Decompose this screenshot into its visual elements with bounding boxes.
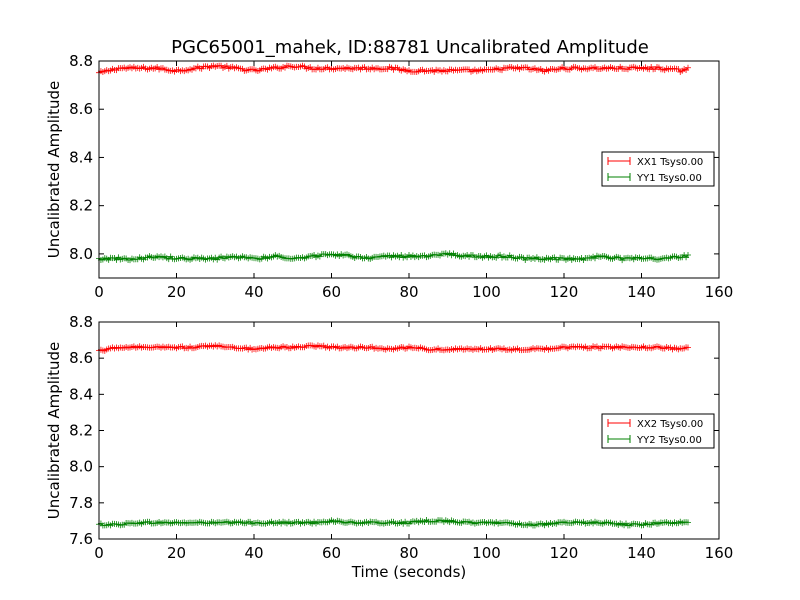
y-axis-label: Uncalibrated Amplitude — [45, 342, 63, 519]
x-tick-label: 60 — [322, 283, 341, 301]
x-tick-label: 120 — [550, 283, 579, 301]
legend-entry: XX1 Tsys0.00 — [607, 157, 703, 168]
x-tick-label: 140 — [627, 544, 656, 562]
legend-entry: YY2 Tsys0.00 — [607, 435, 702, 446]
legend-entry: YY1 Tsys0.00 — [607, 173, 702, 184]
panel-1: 0 20 40 60 80 100 120 140 160 8.0 8.2 8.4 8.6 8.8 Unca… — [45, 52, 733, 301]
legend-marker — [607, 419, 631, 427]
x-tick-label: 80 — [399, 283, 418, 301]
x-tick-label: 140 — [627, 283, 656, 301]
legend: XX1 Tsys0.00 YY1 Tsys0.00 — [601, 151, 715, 187]
legend-entry: XX2 Tsys0.00 — [607, 419, 703, 430]
legend-label: YY2 Tsys0.00 — [636, 435, 702, 446]
y-tick-label: 8.8 — [69, 313, 93, 331]
panel-2: 0 20 40 60 80 100 120 140 160 7.6 7.8 8.0 8.2 8.4 8.6 8… — [45, 313, 733, 581]
y-tick-label: 7.8 — [69, 494, 93, 512]
x-tick-label: 160 — [705, 283, 734, 301]
legend-box — [601, 151, 715, 187]
x-tick-label: 0 — [94, 544, 104, 562]
x-tick-label: 20 — [167, 283, 186, 301]
x-tick-label: 60 — [322, 544, 341, 562]
y-tick-label: 8.4 — [69, 385, 93, 403]
y-tick-label: 8.2 — [69, 197, 93, 215]
x-tick-label: 80 — [399, 544, 418, 562]
y-tick-label: 8.0 — [69, 245, 93, 263]
chart-title: PGC65001_mahek, ID:88781 Uncalibrated Am… — [171, 37, 649, 58]
legend-label: XX2 Tsys0.00 — [637, 419, 703, 430]
y-tick-label: 8.2 — [69, 422, 93, 440]
legend-label: XX1 Tsys0.00 — [637, 157, 703, 168]
x-tick-label: 20 — [167, 544, 186, 562]
x-tick-label: 100 — [472, 544, 501, 562]
y-tick-label: 8.0 — [69, 458, 93, 476]
legend-marker — [607, 173, 631, 181]
series-1-2 — [96, 250, 691, 264]
x-tick-label: 120 — [550, 544, 579, 562]
legend-marker — [607, 435, 631, 443]
x-tick-label: 160 — [705, 544, 734, 562]
y-tick-label: 8.8 — [69, 52, 93, 70]
legend-marker — [607, 157, 631, 165]
y-tick-label: 8.6 — [69, 100, 93, 118]
series-2-2 — [96, 517, 691, 529]
y-tick-label: 7.6 — [69, 530, 93, 548]
x-axis-label: Time (seconds) — [351, 563, 467, 581]
y-tick-label: 8.4 — [69, 148, 93, 166]
y-axis-label: Uncalibrated Amplitude — [45, 81, 63, 258]
panels: 0 20 40 60 80 100 120 140 160 8.0 8.2 8.4 8.6 8.8 Unca… — [45, 52, 733, 581]
x-tick-label: 40 — [244, 283, 263, 301]
x-tick-label: 40 — [244, 544, 263, 562]
legend: XX2 Tsys0.00 YY2 Tsys0.00 — [601, 413, 715, 449]
legend-box — [601, 413, 715, 449]
x-tick-label: 100 — [472, 283, 501, 301]
legend-label: YY1 Tsys0.00 — [636, 173, 702, 184]
series-2-1 — [96, 342, 691, 354]
y-tick-label: 8.6 — [69, 349, 93, 367]
x-tick-label: 0 — [94, 283, 104, 301]
